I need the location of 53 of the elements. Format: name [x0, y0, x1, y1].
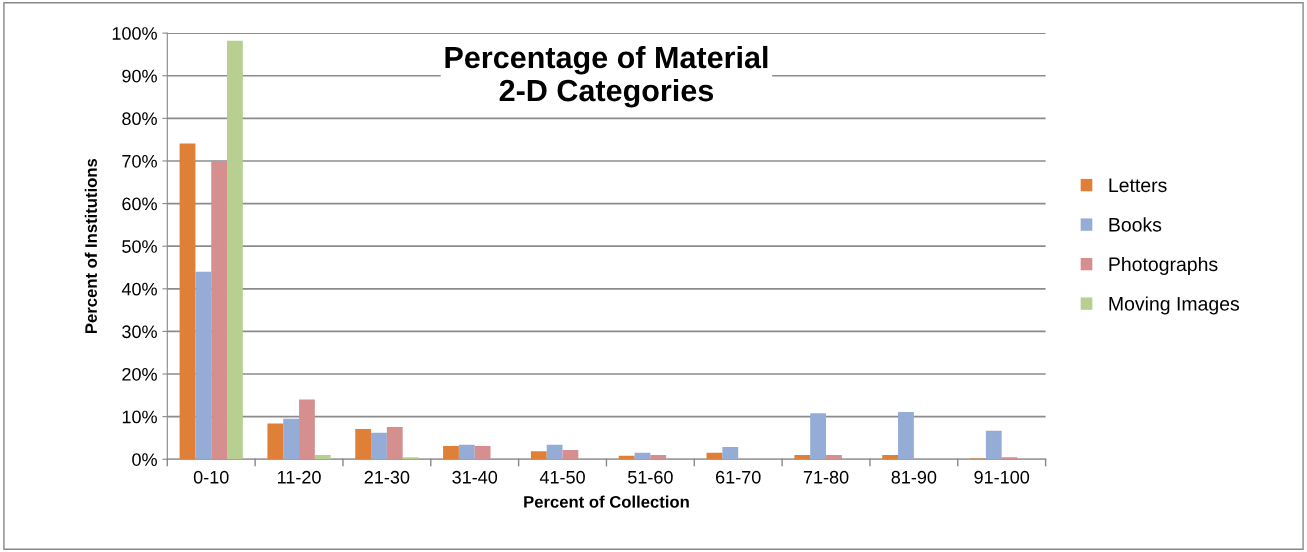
bar — [386, 426, 403, 460]
bar — [794, 455, 811, 460]
bar — [985, 430, 1002, 460]
legend-label: Books — [1109, 217, 1162, 232]
x-tick-label: 61-70 — [716, 470, 761, 484]
y-tick-label: 70% — [122, 154, 157, 168]
bar — [299, 399, 315, 460]
bar — [195, 271, 212, 460]
y-tick-label: 50% — [122, 240, 157, 253]
x-tick-label: 81-90 — [891, 470, 937, 484]
x-tick-label: 31-40 — [452, 470, 498, 484]
x-tick-label: 41-50 — [539, 470, 585, 484]
bar — [474, 446, 491, 460]
bar — [371, 432, 387, 460]
y-tick-label: 20% — [122, 367, 157, 381]
y-axis-title: Percent of Institutions — [84, 158, 97, 334]
bar — [882, 455, 899, 460]
legend-label: Moving Images — [1109, 296, 1240, 315]
bar — [530, 451, 547, 460]
x-tick-label: 91-100 — [974, 470, 1030, 484]
bar — [283, 418, 300, 460]
text: Percentage of Material 2-D Categories — [445, 45, 768, 108]
y-tick-label: 0% — [132, 453, 157, 466]
y-tick-label: 80% — [122, 112, 157, 126]
y-tick-label: 10% — [122, 410, 157, 424]
y-tick-label: 60% — [122, 197, 157, 211]
bar — [650, 455, 667, 460]
bar — [443, 446, 459, 460]
bar — [355, 429, 372, 460]
bar — [267, 423, 284, 460]
y-tick-label: 100% — [112, 27, 157, 40]
x-axis-title: Percent of Collection — [524, 495, 689, 508]
y-tick-label: 90% — [122, 69, 157, 83]
bar — [826, 455, 842, 460]
bar — [898, 411, 914, 460]
legend-label: Photographs — [1109, 256, 1218, 276]
bar — [810, 413, 827, 460]
x-tick-label: 0-10 — [193, 470, 229, 484]
bar — [458, 444, 475, 460]
x-tick-label: 21-30 — [364, 470, 410, 484]
legend-label: Letters — [1109, 178, 1167, 193]
bar — [562, 449, 579, 460]
bar — [546, 444, 563, 460]
x-tick-label: 11-20 — [278, 470, 321, 484]
x-tick-label: 51-60 — [628, 470, 673, 484]
bar — [722, 446, 739, 460]
y-tick-label: 30% — [122, 325, 157, 339]
bar — [211, 160, 228, 460]
y-tick-label: 40% — [121, 282, 157, 296]
bar — [314, 455, 331, 460]
x-tick-label: 71-80 — [803, 470, 849, 484]
bar — [227, 40, 243, 460]
bar — [179, 143, 196, 460]
